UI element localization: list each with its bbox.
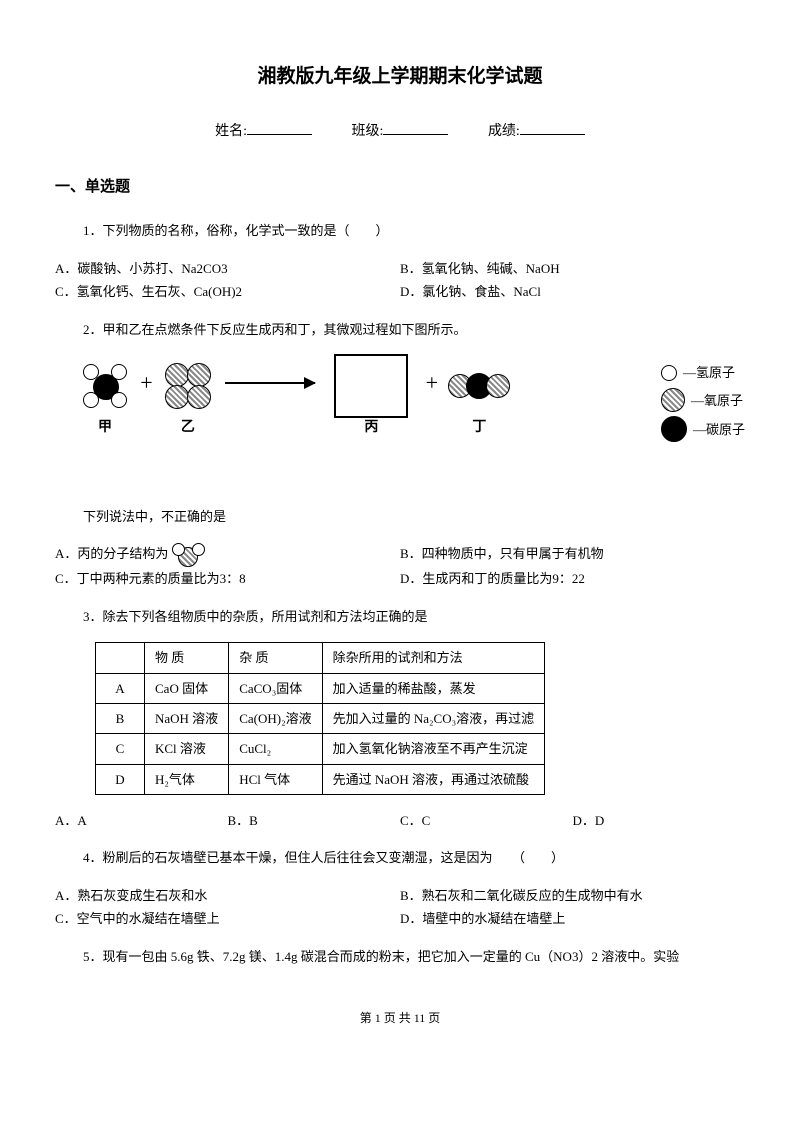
th0 xyxy=(96,643,145,673)
q1-options: A．碳酸钠、小苏打、Na2CO3 B．氢氧化钠、纯碱、NaOH C．氢氧化钙、生… xyxy=(55,257,745,304)
section-heading: 一、单选题 xyxy=(55,174,745,201)
mol-ding: 丁 xyxy=(451,363,507,440)
q1-opt-b[interactable]: B．氢氧化钠、纯碱、NaOH xyxy=(400,257,745,280)
table-row: 物 质 杂 质 除杂所用的试剂和方法 xyxy=(96,643,545,673)
th3: 除杂所用的试剂和方法 xyxy=(322,643,545,673)
reaction-diagram: —氢原子 —氧原子 —碳原子 甲 + 乙 丙 + xyxy=(83,363,745,483)
mol-jia: 甲 xyxy=(83,363,127,440)
q2-after: 下列说法中，不正确的是 xyxy=(83,505,745,528)
q2-opt-c[interactable]: C．丁中两种元素的质量比为3：8 xyxy=(55,567,400,590)
q2-opt-d[interactable]: D．生成丙和丁的质量比为9：22 xyxy=(400,567,745,590)
q3-opt-c[interactable]: C．C xyxy=(400,809,573,832)
label-yi: 乙 xyxy=(166,415,210,440)
q1-opt-a[interactable]: A．碳酸钠、小苏打、Na2CO3 xyxy=(55,257,400,280)
page-title: 湘教版九年级上学期期末化学试题 xyxy=(55,60,745,94)
q2-opt-b[interactable]: B．四种物质中，只有甲属于有机物 xyxy=(400,542,745,567)
q1-opt-c[interactable]: C．氢氧化钙、生石灰、Ca(OH)2 xyxy=(55,280,400,303)
label-jia: 甲 xyxy=(83,415,127,440)
q4-opt-a[interactable]: A．熟石灰变成生石灰和水 xyxy=(55,884,400,907)
h-atom-icon xyxy=(661,365,677,381)
mol-bing: 丙 xyxy=(330,363,412,440)
legend-c: —碳原子 xyxy=(693,418,745,441)
q4-opt-b[interactable]: B．熟石灰和二氧化碳反应的生成物中有水 xyxy=(400,884,745,907)
table-row: BNaOH 溶液Ca(OH)₂溶液先加入过量的 Na₂CO₃溶液，再过滤 xyxy=(96,703,545,733)
c-atom-icon xyxy=(661,416,687,442)
arrow-icon xyxy=(225,382,315,384)
table-row: DH₂气体HCl 气体先通过 NaOH 溶液，再通过浓硫酸 xyxy=(96,764,545,794)
q3-stem: 3．除去下列各组物质中的杂质，所用试剂和方法均正确的是 xyxy=(83,605,745,628)
student-info-row: 姓名: 班级: 成绩: xyxy=(55,119,745,144)
q3-opt-d[interactable]: D．D xyxy=(573,809,746,832)
score-blank[interactable] xyxy=(520,120,585,135)
mol-yi: 乙 xyxy=(166,363,210,440)
q3-table: 物 质 杂 质 除杂所用的试剂和方法 ACaO 固体CaCO₃固体加入适量的稀盐… xyxy=(95,642,545,795)
label-ding: 丁 xyxy=(451,415,507,440)
water-molecule-icon xyxy=(172,543,208,567)
class-blank[interactable] xyxy=(383,120,448,135)
name-blank[interactable] xyxy=(247,120,312,135)
plus-icon: + xyxy=(426,363,438,403)
table-row: ACaO 固体CaCO₃固体加入适量的稀盐酸，蒸发 xyxy=(96,673,545,703)
q4-opt-c[interactable]: C．空气中的水凝结在墙壁上 xyxy=(55,907,400,930)
q1-stem: 1．下列物质的名称，俗称，化学式一致的是（ ） xyxy=(83,219,745,242)
th2: 杂 质 xyxy=(229,643,322,673)
th1: 物 质 xyxy=(145,643,229,673)
plus-icon: + xyxy=(140,363,152,403)
legend: —氢原子 —氧原子 —碳原子 xyxy=(661,357,745,446)
name-label: 姓名: xyxy=(215,124,247,139)
q2-opt-a[interactable]: A．丙的分子结构为 xyxy=(55,542,400,567)
q3-options: A．A B．B C．C D．D xyxy=(55,809,745,832)
legend-h: —氢原子 xyxy=(683,361,735,384)
q4-opt-d[interactable]: D．墙壁中的水凝结在墙壁上 xyxy=(400,907,745,930)
legend-o: —氧原子 xyxy=(691,389,743,412)
score-label: 成绩: xyxy=(488,124,520,139)
q4-stem: 4．粉刷后的石灰墙壁已基本干燥，但住人后往往会又变潮湿，这是因为 （ ） xyxy=(83,846,745,869)
q4-options: A．熟石灰变成生石灰和水 B．熟石灰和二氧化碳反应的生成物中有水 C．空气中的水… xyxy=(55,884,745,931)
q1-opt-d[interactable]: D．氯化钠、食盐、NaCl xyxy=(400,280,745,303)
q3-opt-b[interactable]: B．B xyxy=(228,809,401,832)
q2-stem: 2．甲和乙在点燃条件下反应生成丙和丁，其微观过程如下图所示。 xyxy=(83,318,745,341)
class-label: 班级: xyxy=(352,124,384,139)
q3-opt-a[interactable]: A．A xyxy=(55,809,228,832)
o-atom-icon xyxy=(661,388,685,412)
q5-stem: 5．现有一包由 5.6g 铁、7.2g 镁、1.4g 碳混合而成的粉末，把它加入… xyxy=(83,945,745,968)
label-bing: 丙 xyxy=(330,415,412,440)
page-footer: 第 1 页 共 11 页 xyxy=(55,1008,745,1030)
table-row: CKCl 溶液CuCl₂加入氢氧化钠溶液至不再产生沉淀 xyxy=(96,734,545,764)
q2-options: A．丙的分子结构为 B．四种物质中，只有甲属于有机物 C．丁中两种元素的质量比为… xyxy=(55,542,745,590)
